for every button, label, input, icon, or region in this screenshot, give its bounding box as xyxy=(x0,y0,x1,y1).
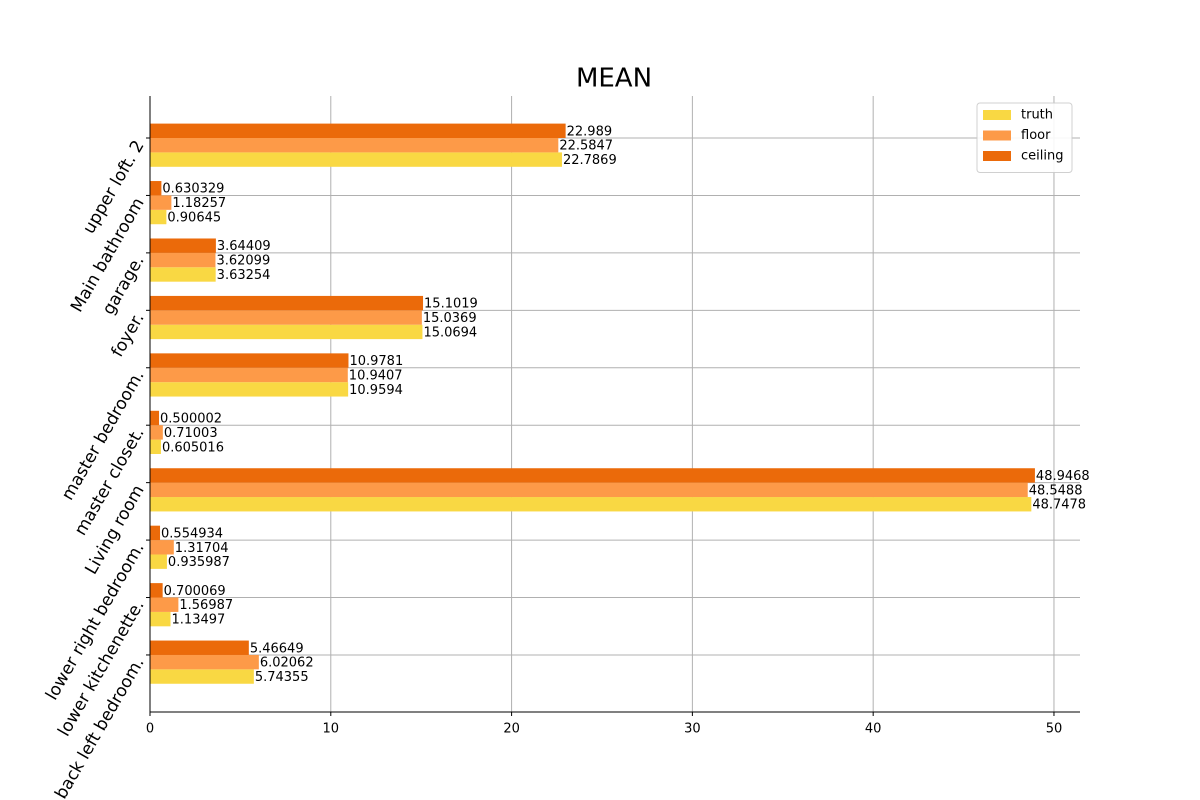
value-label: 0.554934 xyxy=(161,526,223,541)
bar xyxy=(150,367,348,383)
value-label: 10.9781 xyxy=(349,354,403,369)
bar xyxy=(150,654,259,670)
chart-title: MEAN xyxy=(576,64,652,94)
bar xyxy=(150,640,249,655)
value-label: 0.630329 xyxy=(162,182,224,197)
bar xyxy=(150,382,349,397)
value-label: 15.0694 xyxy=(423,325,477,340)
bar xyxy=(150,138,559,153)
value-label: 1.13497 xyxy=(172,613,226,628)
value-label: 22.7869 xyxy=(563,153,617,168)
value-label: 5.74355 xyxy=(255,670,309,685)
value-label: 0.90645 xyxy=(167,211,221,226)
legend: truth floor ceiling xyxy=(976,102,1073,173)
value-label: 22.989 xyxy=(567,124,613,139)
value-label: 0.500002 xyxy=(160,412,222,427)
x-tick-label: 50 xyxy=(1046,722,1063,737)
value-label: 0.935987 xyxy=(168,555,230,570)
value-label: 1.56987 xyxy=(179,598,233,613)
bar xyxy=(150,295,424,311)
value-label: 1.31704 xyxy=(175,541,229,556)
bar xyxy=(150,209,167,225)
legend-swatch xyxy=(983,110,1011,120)
bar xyxy=(150,238,216,253)
value-label: 10.9407 xyxy=(349,368,403,383)
bar xyxy=(150,324,423,340)
bar xyxy=(150,669,254,684)
legend-label: truth xyxy=(1021,108,1053,123)
value-label: 0.700069 xyxy=(164,584,226,599)
value-label: 5.46649 xyxy=(250,641,304,656)
grid xyxy=(149,96,1080,712)
legend-swatch xyxy=(983,130,1011,141)
bar xyxy=(150,310,422,325)
value-label: 48.9468 xyxy=(1036,469,1090,484)
bar xyxy=(150,425,163,440)
bar xyxy=(150,554,167,569)
x-tick-label: 10 xyxy=(323,722,340,737)
bar xyxy=(150,482,1028,498)
value-label: 0.605016 xyxy=(162,440,224,455)
bar xyxy=(150,525,161,541)
x-tick-label: 40 xyxy=(865,722,882,737)
value-label: 15.0369 xyxy=(423,311,477,326)
x-tick-label: 20 xyxy=(503,722,520,737)
legend-swatch xyxy=(983,151,1011,161)
value-label: 6.02062 xyxy=(260,656,314,671)
bar xyxy=(150,583,163,598)
bar xyxy=(150,123,566,138)
value-label: 1.18257 xyxy=(172,196,226,211)
x-tick-label: 30 xyxy=(684,722,701,737)
value-label: 15.1019 xyxy=(424,297,478,312)
legend-label: floor xyxy=(1021,128,1051,143)
bar xyxy=(150,152,562,167)
bar xyxy=(150,439,161,454)
bar xyxy=(150,468,1035,483)
bar xyxy=(150,597,179,612)
legend-label: ceiling xyxy=(1021,149,1063,164)
value-label: 3.62099 xyxy=(216,254,270,269)
bar xyxy=(150,410,160,426)
value-label: 48.7478 xyxy=(1032,498,1086,513)
bar xyxy=(150,181,162,196)
x-tick-label: 0 xyxy=(146,722,154,737)
value-label: 3.64409 xyxy=(217,239,271,254)
bar xyxy=(150,540,174,555)
bar xyxy=(150,353,349,368)
value-label: 48.5488 xyxy=(1029,483,1083,498)
bar xyxy=(150,267,216,282)
value-label: 10.9594 xyxy=(349,383,403,398)
bar xyxy=(150,195,172,210)
bar xyxy=(150,497,1032,512)
value-label: 22.5847 xyxy=(559,139,613,154)
value-label: 0.71003 xyxy=(164,426,218,441)
bar xyxy=(150,252,216,268)
bar xyxy=(150,611,171,627)
value-label: 3.63254 xyxy=(217,268,271,283)
